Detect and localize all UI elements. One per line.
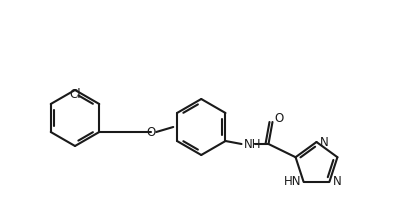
Text: HN: HN — [284, 175, 301, 188]
Text: O: O — [147, 125, 156, 138]
Text: NH: NH — [244, 137, 261, 151]
Text: O: O — [275, 111, 284, 124]
Text: Cl: Cl — [69, 88, 81, 101]
Text: N: N — [332, 175, 341, 188]
Text: N: N — [319, 136, 328, 149]
